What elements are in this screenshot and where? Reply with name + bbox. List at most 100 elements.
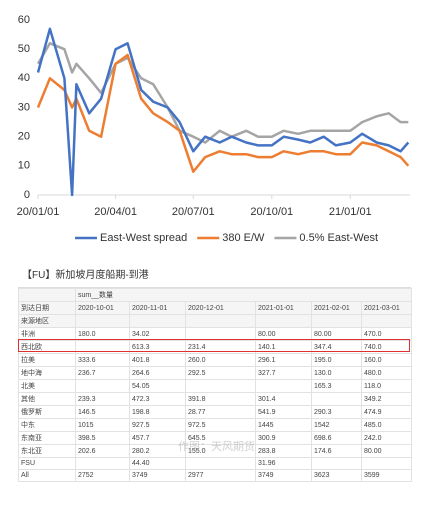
table-cell: 470.0 bbox=[360, 327, 413, 341]
column-header: 2021-02-01 bbox=[311, 301, 362, 315]
x-tick-label: 20/01/01 bbox=[17, 206, 60, 218]
x-tick-label: 20/10/01 bbox=[250, 206, 293, 218]
row-label: 俄罗斯 bbox=[18, 405, 76, 419]
y-tick-label: 20 bbox=[18, 131, 30, 143]
table-cell: 80.00 bbox=[360, 444, 413, 458]
sort-cell bbox=[75, 314, 130, 328]
table: sum__数量 到达日期 2020-10-01 2020-11-01 2020-12-0… bbox=[18, 288, 413, 482]
empty-cell bbox=[255, 379, 312, 393]
row-label: All bbox=[18, 469, 76, 482]
table-cell: 202.6 bbox=[75, 444, 130, 458]
y-tick-label: 50 bbox=[18, 43, 30, 55]
series-line bbox=[36, 42, 409, 144]
table-cell: 3599 bbox=[360, 469, 413, 482]
table-cell: 80.00 bbox=[311, 327, 362, 341]
series-line bbox=[36, 27, 410, 197]
table-cell: 292.5 bbox=[185, 366, 256, 380]
table-cell: 333.6 bbox=[75, 353, 130, 367]
table-cell: 231.4 bbox=[185, 340, 256, 354]
empty-cell bbox=[185, 327, 256, 341]
table-cell: 140.1 bbox=[255, 340, 312, 354]
row-label: FSU bbox=[18, 457, 76, 470]
table-cell: 398.5 bbox=[75, 431, 130, 445]
table-cell: 195.0 bbox=[311, 353, 362, 367]
table-cell: 613.3 bbox=[129, 340, 186, 354]
empty-cell bbox=[311, 457, 362, 470]
table-cell: 130.0 bbox=[311, 366, 362, 380]
y-tick-label: 40 bbox=[18, 72, 30, 84]
table-cell: 3623 bbox=[311, 469, 362, 482]
table-cell: 3749 bbox=[129, 469, 186, 482]
row-label: 东南亚 bbox=[18, 431, 76, 445]
column-header: 2020-10-01 bbox=[75, 301, 130, 315]
table-cell: 972.5 bbox=[185, 418, 256, 432]
measure-header: sum__数量 bbox=[74, 288, 413, 302]
sort-cell bbox=[255, 314, 312, 328]
column-header: 2021-03-01 bbox=[360, 301, 413, 315]
empty-cell bbox=[360, 457, 413, 470]
empty-cell bbox=[75, 379, 130, 393]
table-cell: 34.02 bbox=[129, 327, 186, 341]
table-cell: 401.8 bbox=[129, 353, 186, 367]
row-label: 非洲 bbox=[18, 327, 76, 341]
table-cell: 198.8 bbox=[129, 405, 186, 419]
pivot-table: 【FU】新加坡月度船期-到港 sum__数量 到达日期 2020-10-01 2020… bbox=[18, 262, 413, 482]
table-cell: 239.3 bbox=[75, 392, 130, 406]
y-tick-label: 10 bbox=[18, 160, 30, 172]
legend-label: 0.5% East-West bbox=[299, 232, 378, 244]
date-header: 到达日期 bbox=[18, 301, 76, 315]
table-cell: 260.0 bbox=[185, 353, 256, 367]
sort-cell bbox=[185, 314, 256, 328]
row-label: 西北欧 bbox=[18, 340, 76, 354]
table-cell: 160.0 bbox=[360, 353, 413, 367]
table-cell: 480.0 bbox=[360, 366, 413, 380]
table-cell: 300.9 bbox=[255, 431, 312, 445]
table-cell: 174.6 bbox=[311, 444, 362, 458]
table-cell: 740.0 bbox=[360, 340, 413, 354]
watermark: 作图：天风期货 bbox=[178, 441, 255, 453]
table-cell: 290.3 bbox=[311, 405, 362, 419]
legend-label: East-West spread bbox=[100, 232, 187, 244]
table-cell: 1445 bbox=[255, 418, 312, 432]
table-cell: 927.5 bbox=[129, 418, 186, 432]
table-cell: 474.9 bbox=[360, 405, 413, 419]
row-label: 北美 bbox=[18, 379, 76, 393]
chart: 0 10 20 30 40 50 60 20/01/01 20/04/01 20/07/01 20/… bbox=[17, 14, 410, 244]
y-tick-label: 30 bbox=[18, 101, 30, 113]
table-cell: 118.0 bbox=[360, 379, 413, 393]
corner-cell bbox=[18, 288, 76, 302]
table-cell: 1542 bbox=[311, 418, 362, 432]
table-cell: 283.8 bbox=[255, 444, 312, 458]
table-cell: 242.0 bbox=[360, 431, 413, 445]
column-header: 2020-11-01 bbox=[129, 301, 186, 315]
table-body: sum__数量 到达日期 2020-10-01 2020-11-01 2020-12-0… bbox=[18, 288, 413, 482]
series-line bbox=[36, 53, 410, 173]
table-cell: 2977 bbox=[185, 469, 256, 482]
table-cell: 327.7 bbox=[255, 366, 312, 380]
sort-cell bbox=[129, 314, 186, 328]
table-cell: 391.8 bbox=[185, 392, 256, 406]
table-cell: 541.9 bbox=[255, 405, 312, 419]
table-cell: 236.7 bbox=[75, 366, 130, 380]
column-header: 2021-01-01 bbox=[255, 301, 312, 315]
x-tick-label: 20/07/01 bbox=[172, 206, 215, 218]
x-tick-label: 21/01/01 bbox=[329, 206, 372, 218]
table-cell: 485.0 bbox=[360, 418, 413, 432]
row-label: 地中海 bbox=[18, 366, 76, 380]
row-label: 其他 bbox=[18, 392, 76, 406]
table-cell: 1015 bbox=[75, 418, 130, 432]
empty-cell bbox=[185, 457, 256, 470]
table-cell: 301.4 bbox=[255, 392, 312, 406]
sort-cell bbox=[311, 314, 362, 328]
table-cell: 31.96 bbox=[255, 457, 312, 470]
empty-cell bbox=[75, 340, 130, 354]
row-label: 东北亚 bbox=[18, 444, 76, 458]
table-cell: 347.4 bbox=[311, 340, 362, 354]
table-cell: 349.2 bbox=[360, 392, 413, 406]
table-cell: 698.6 bbox=[311, 431, 362, 445]
table-cell: 472.3 bbox=[129, 392, 186, 406]
row-label: 中东 bbox=[18, 418, 76, 432]
region-header: 来源地区 bbox=[18, 314, 76, 328]
empty-cell bbox=[311, 392, 362, 406]
